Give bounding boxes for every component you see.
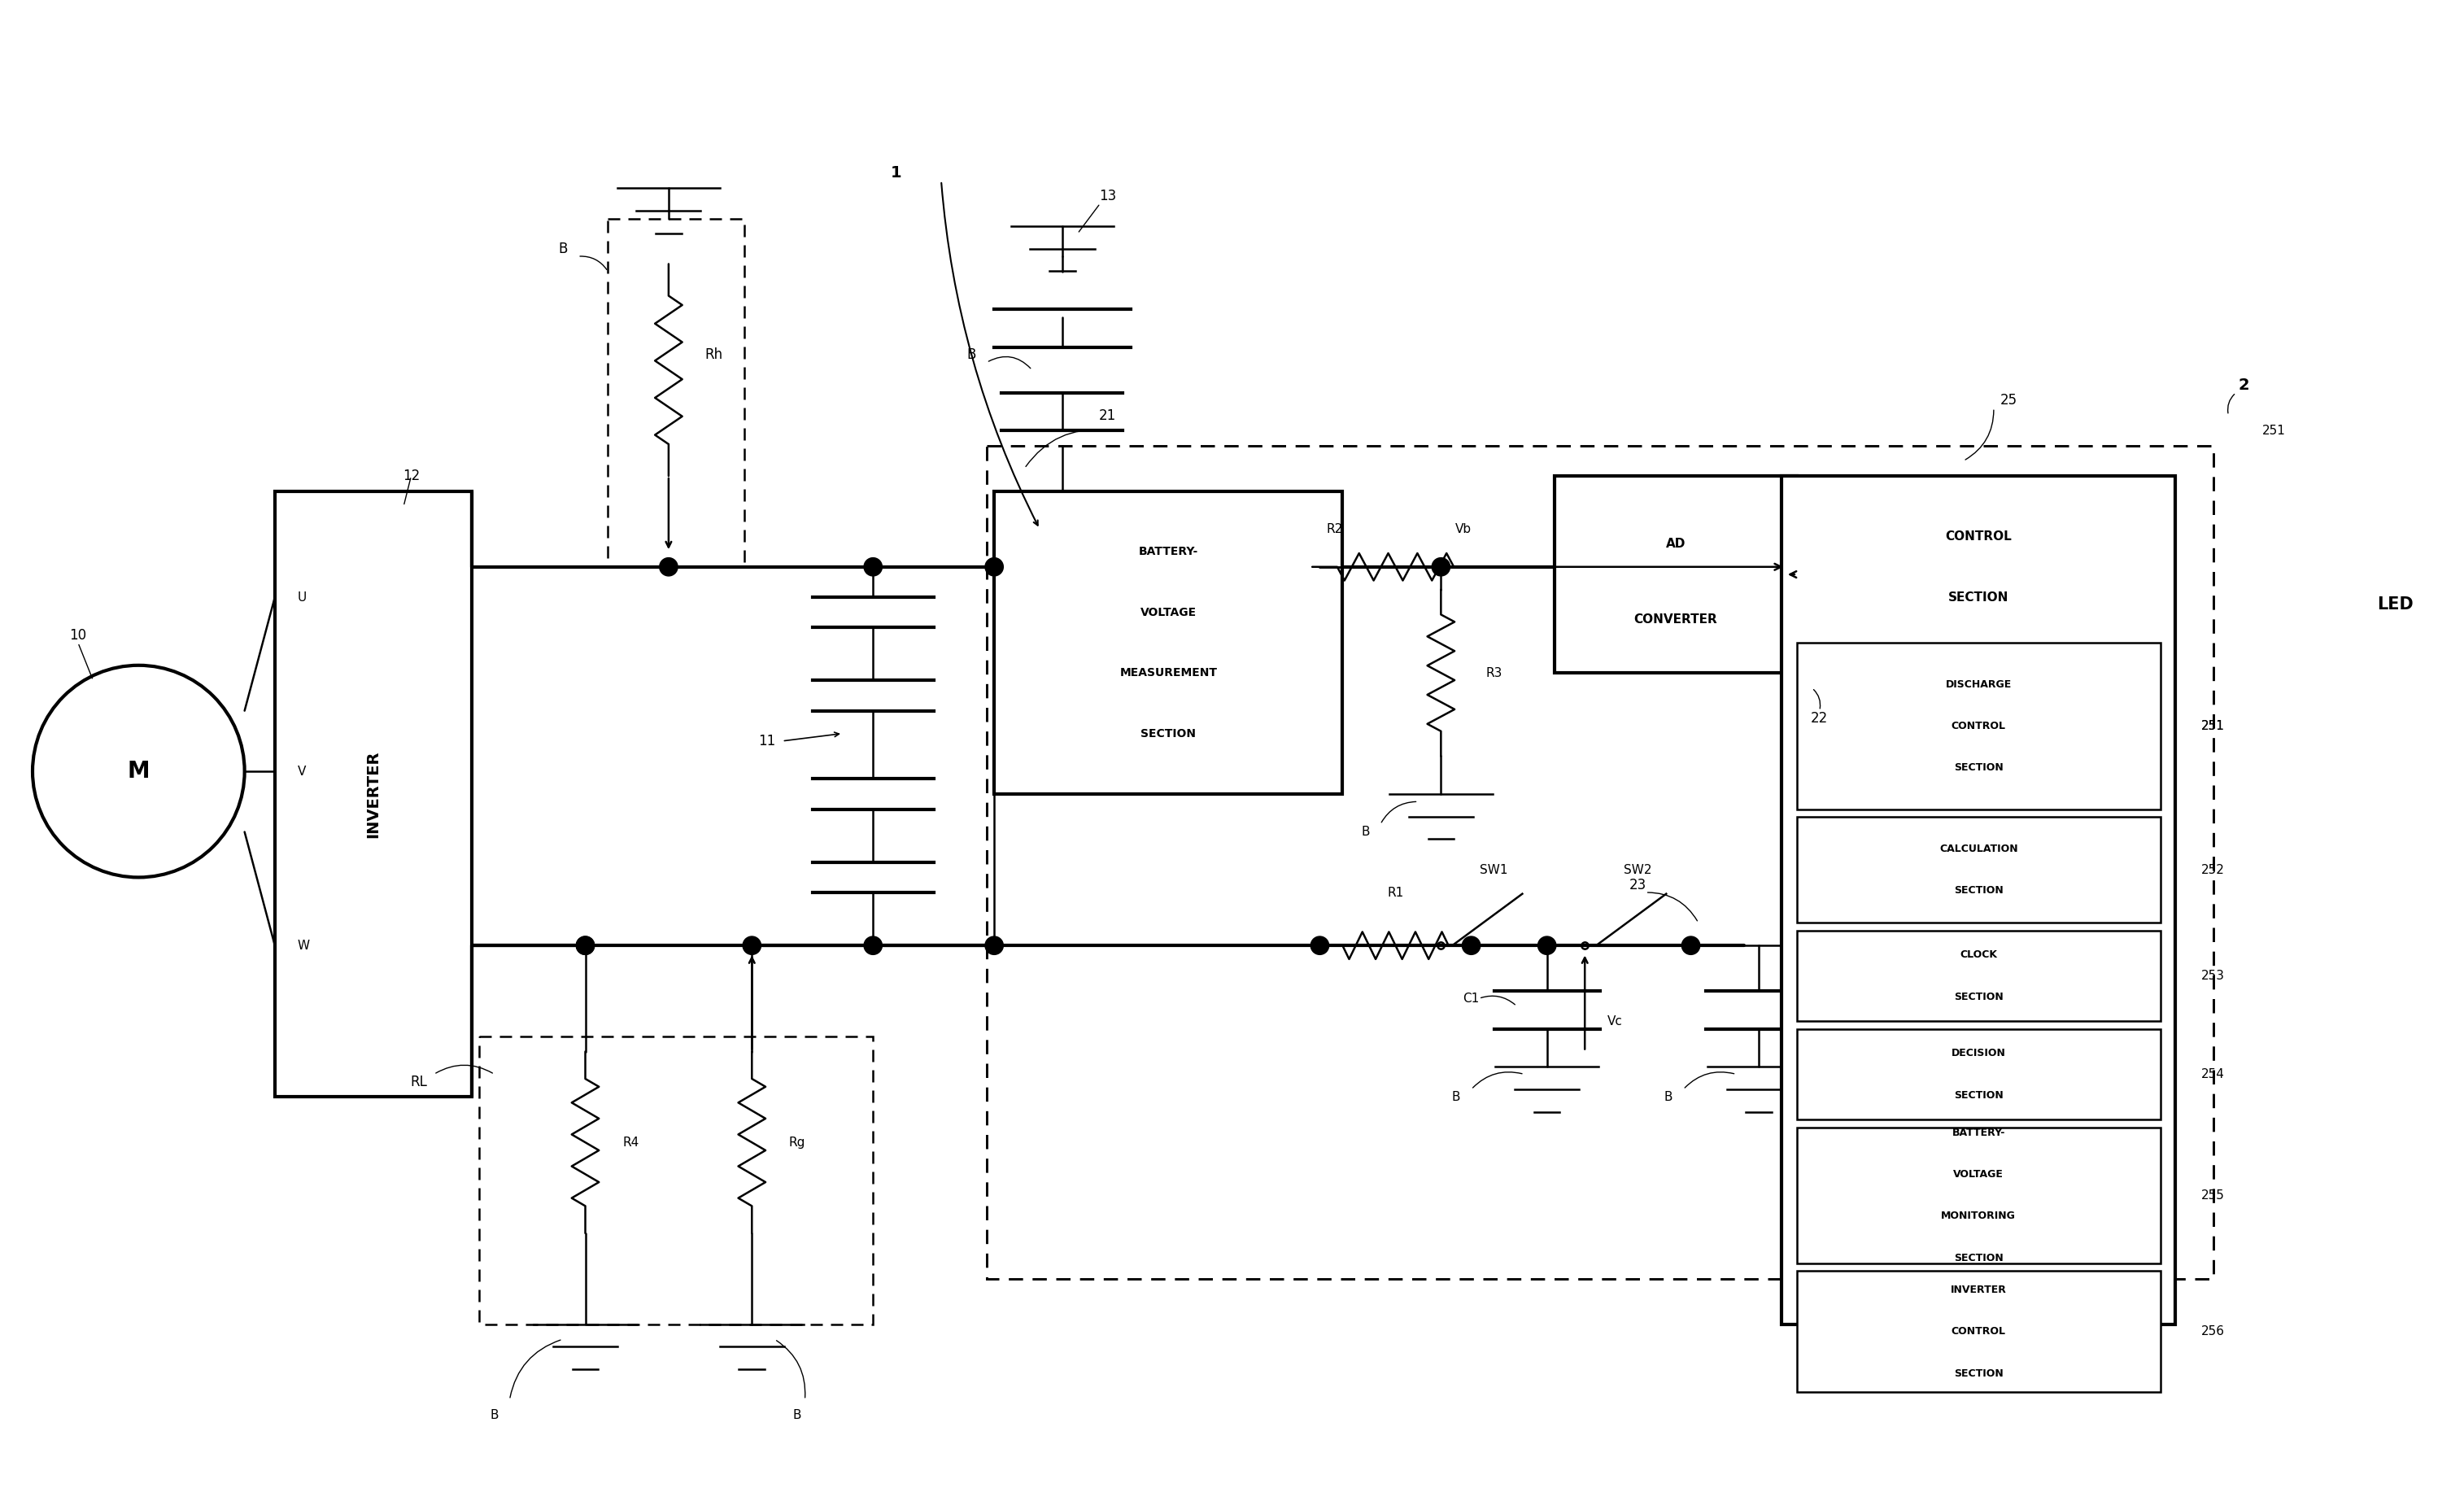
Bar bbox=[986, 446, 2213, 1279]
Text: V: V bbox=[298, 766, 306, 778]
Text: 23: 23 bbox=[1629, 878, 1646, 892]
Text: CONTROL: CONTROL bbox=[1944, 530, 2011, 543]
Text: CONVERTER: CONVERTER bbox=[1634, 614, 1717, 626]
Text: CONTROL: CONTROL bbox=[1951, 720, 2006, 731]
Text: 254: 254 bbox=[2200, 1069, 2225, 1081]
Circle shape bbox=[1683, 937, 1700, 955]
Text: INVERTER: INVERTER bbox=[1951, 1285, 2006, 1295]
Text: BATTERY-: BATTERY- bbox=[1138, 546, 1198, 557]
Circle shape bbox=[865, 937, 882, 955]
Text: VOLTAGE: VOLTAGE bbox=[1954, 1169, 2003, 1180]
Text: R4: R4 bbox=[623, 1136, 638, 1148]
Text: Rg: Rg bbox=[788, 1136, 806, 1148]
Text: 13: 13 bbox=[1099, 189, 1116, 203]
Bar bbox=[1796, 1028, 2161, 1120]
Text: 252: 252 bbox=[2200, 863, 2225, 877]
Text: 21: 21 bbox=[1099, 408, 1116, 423]
Bar bbox=[1796, 931, 2161, 1021]
Text: SW1: SW1 bbox=[1481, 863, 1508, 877]
Circle shape bbox=[742, 937, 761, 955]
Text: R2: R2 bbox=[1326, 522, 1343, 534]
Text: CALCULATION: CALCULATION bbox=[1939, 844, 2018, 854]
Text: MEASUREMENT: MEASUREMENT bbox=[1119, 666, 1217, 678]
Text: B: B bbox=[1451, 1091, 1461, 1103]
Circle shape bbox=[660, 558, 678, 576]
Text: 1: 1 bbox=[890, 165, 902, 180]
Text: Rh: Rh bbox=[705, 348, 722, 362]
Bar bbox=[1796, 817, 2161, 923]
Text: 251: 251 bbox=[2200, 720, 2225, 732]
Text: 255: 255 bbox=[2200, 1189, 2225, 1201]
Text: R1: R1 bbox=[1387, 887, 1404, 899]
Bar bbox=[2311, 506, 2464, 702]
Text: Vb: Vb bbox=[1456, 522, 1471, 534]
Text: CONTROL: CONTROL bbox=[1951, 1327, 2006, 1337]
Circle shape bbox=[577, 937, 594, 955]
Text: SECTION: SECTION bbox=[1954, 1253, 2003, 1264]
Text: SECTION: SECTION bbox=[1954, 763, 2003, 773]
Bar bbox=[993, 491, 1343, 794]
Circle shape bbox=[986, 558, 1003, 576]
Bar bbox=[609, 219, 744, 567]
Text: 256: 256 bbox=[2200, 1325, 2225, 1337]
Text: R3: R3 bbox=[1486, 666, 1503, 678]
Text: C1: C1 bbox=[1464, 992, 1478, 1004]
Text: U: U bbox=[298, 591, 306, 603]
Text: LED: LED bbox=[2378, 596, 2412, 612]
Text: 251: 251 bbox=[2200, 720, 2225, 732]
Text: SECTION: SECTION bbox=[1954, 991, 2003, 1001]
Circle shape bbox=[1538, 937, 1557, 955]
Text: MONITORING: MONITORING bbox=[1942, 1211, 2016, 1222]
Circle shape bbox=[1461, 937, 1481, 955]
Bar bbox=[1796, 642, 2161, 809]
Text: 25: 25 bbox=[2001, 393, 2018, 408]
Circle shape bbox=[1432, 558, 1449, 576]
Text: 12: 12 bbox=[402, 468, 419, 483]
Text: B: B bbox=[793, 1409, 801, 1421]
Text: 2: 2 bbox=[2237, 377, 2250, 393]
Text: SECTION: SECTION bbox=[1949, 591, 2008, 603]
Text: BATTERY-: BATTERY- bbox=[1951, 1127, 2006, 1138]
Circle shape bbox=[865, 558, 882, 576]
Text: M: M bbox=[128, 760, 150, 782]
Text: SECTION: SECTION bbox=[1141, 728, 1195, 738]
Text: B: B bbox=[966, 348, 976, 362]
Text: B: B bbox=[1663, 1091, 1673, 1103]
Text: 11: 11 bbox=[759, 734, 776, 749]
Text: 251: 251 bbox=[2262, 425, 2287, 437]
Bar bbox=[1555, 476, 1796, 672]
Circle shape bbox=[1311, 937, 1328, 955]
Bar bbox=[276, 491, 471, 1097]
Bar bbox=[1781, 476, 2176, 1324]
Bar bbox=[1796, 1127, 2161, 1264]
Text: INVERTER: INVERTER bbox=[365, 750, 382, 838]
Text: Vc: Vc bbox=[1607, 1015, 1624, 1027]
Text: W: W bbox=[298, 940, 310, 952]
Text: 253: 253 bbox=[2200, 970, 2225, 982]
Text: SW2: SW2 bbox=[1624, 863, 1651, 877]
Text: B: B bbox=[557, 242, 567, 257]
Text: 22: 22 bbox=[1811, 711, 1828, 725]
Text: DECISION: DECISION bbox=[1951, 1048, 2006, 1058]
Text: AD: AD bbox=[1666, 537, 1685, 551]
Text: RL: RL bbox=[409, 1075, 426, 1090]
Text: B: B bbox=[490, 1409, 498, 1421]
Bar bbox=[480, 1036, 872, 1324]
Text: DISCHARGE: DISCHARGE bbox=[1947, 678, 2011, 689]
Circle shape bbox=[577, 937, 594, 955]
Text: B: B bbox=[1360, 826, 1370, 838]
Bar bbox=[1796, 1271, 2161, 1393]
Text: SECTION: SECTION bbox=[1954, 1367, 2003, 1378]
Text: 10: 10 bbox=[69, 627, 86, 642]
Circle shape bbox=[986, 937, 1003, 955]
Text: CLOCK: CLOCK bbox=[1959, 950, 1998, 961]
Text: SECTION: SECTION bbox=[1954, 1090, 2003, 1100]
Text: SECTION: SECTION bbox=[1954, 886, 2003, 896]
Text: VOLTAGE: VOLTAGE bbox=[1141, 606, 1198, 618]
